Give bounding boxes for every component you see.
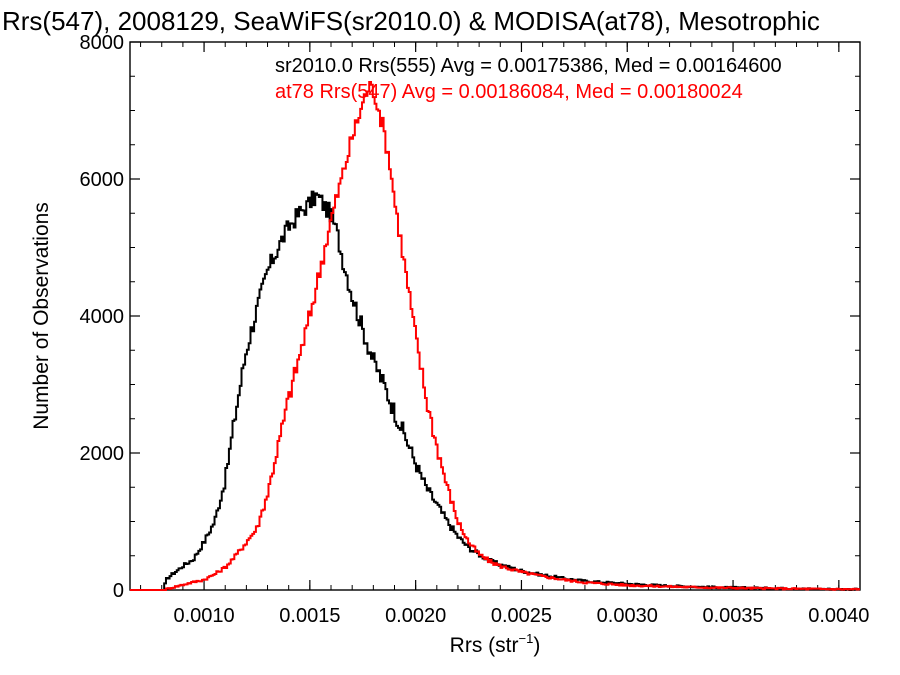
legend-entry-1: sr2010.0 Rrs(555) Avg = 0.00175386, Med … [275,55,782,77]
chart-title: Rrs(547), 2008129, SeaWiFS(sr2010.0) & M… [2,6,820,36]
series-layer [130,80,860,591]
x-tick-label: 0.0030 [597,605,658,627]
legend-entry-2: at78 Rrs(547) Avg = 0.00186084, Med = 0.… [275,81,743,103]
x-tick-label: 0.0010 [173,605,234,627]
legend: sr2010.0 Rrs(555) Avg = 0.00175386, Med … [275,55,782,103]
x-axis-label: Rrs (str−1) [450,631,541,657]
x-tick-label: 0.0040 [808,605,869,627]
y-tick-label: 8000 [80,32,125,54]
y-tick-label: 2000 [80,443,125,465]
y-axis-label: Number of Observations [30,202,53,430]
y-tick-label: 4000 [80,306,125,328]
plot-area [129,41,861,591]
y-tick-label: 0 [113,580,124,602]
series-line-2 [130,80,860,591]
y-axis-ticks: 0 2000 4000 6000 8000 [80,32,860,602]
y-tick-label: 6000 [80,169,125,191]
x-tick-label: 0.0035 [702,605,763,627]
x-tick-label: 0.0020 [385,605,446,627]
x-tick-label: 0.0025 [491,605,552,627]
series-line-1 [130,190,860,591]
x-axis-ticks: 0.0010 0.0015 0.0020 0.0025 0.0030 0.0035 0.00… [140,42,869,627]
x-tick-label: 0.0015 [279,605,340,627]
